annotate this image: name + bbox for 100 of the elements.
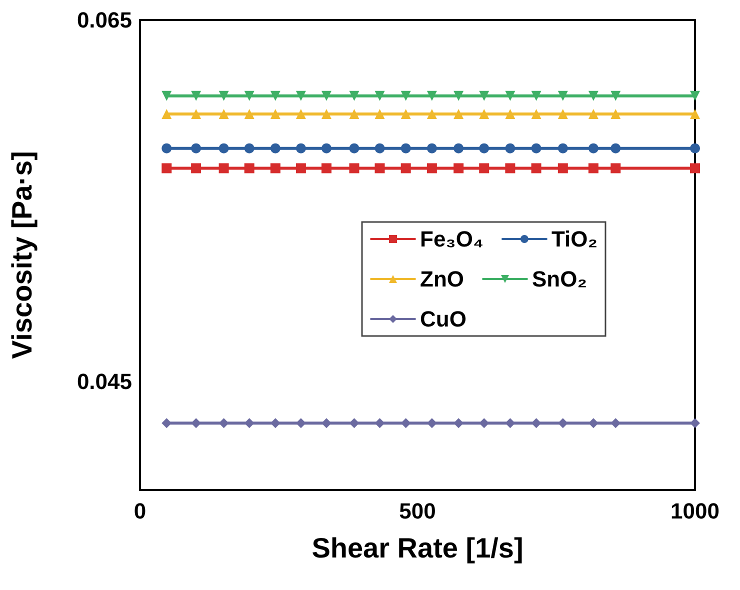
point xyxy=(505,143,516,154)
point xyxy=(479,90,490,101)
point xyxy=(531,109,542,119)
x-tick-label: 0 xyxy=(134,498,146,524)
point xyxy=(191,143,202,154)
point xyxy=(479,109,490,119)
point xyxy=(218,418,229,428)
point xyxy=(374,109,385,119)
point xyxy=(610,143,621,154)
point xyxy=(321,109,332,119)
point xyxy=(400,163,411,174)
point xyxy=(374,143,385,154)
point xyxy=(426,418,437,428)
point xyxy=(454,163,464,174)
point xyxy=(191,90,202,101)
point xyxy=(588,418,598,428)
point xyxy=(400,143,411,154)
point xyxy=(296,109,306,119)
point xyxy=(296,143,306,154)
point xyxy=(558,143,568,154)
point xyxy=(505,163,516,174)
point xyxy=(531,143,542,154)
legend-label: ZnO xyxy=(420,266,464,292)
point xyxy=(505,418,516,428)
point xyxy=(244,90,254,101)
point xyxy=(218,143,229,154)
point xyxy=(191,418,202,428)
point xyxy=(610,109,621,119)
point xyxy=(505,109,516,119)
point xyxy=(270,163,280,174)
x-axis-title: Shear Rate [1/s] xyxy=(312,532,524,564)
point xyxy=(479,143,490,154)
point xyxy=(690,163,700,174)
point xyxy=(374,418,385,428)
point xyxy=(588,163,598,174)
point xyxy=(400,90,411,101)
point xyxy=(349,143,360,154)
point xyxy=(191,109,202,119)
point xyxy=(162,143,172,154)
y-axis-title: Viscosity [Pa·s] xyxy=(6,150,38,360)
point xyxy=(454,143,464,154)
point xyxy=(162,109,172,119)
point xyxy=(400,418,411,428)
x-tick-label: 500 xyxy=(399,498,436,524)
point xyxy=(426,109,437,119)
point xyxy=(454,109,464,119)
point xyxy=(690,90,700,101)
point xyxy=(162,163,172,174)
point xyxy=(479,163,490,174)
point xyxy=(349,418,360,428)
point xyxy=(400,109,411,119)
point xyxy=(349,109,360,119)
point xyxy=(454,418,464,428)
x-tick-label: 1000 xyxy=(670,498,720,524)
point xyxy=(610,418,621,428)
point xyxy=(690,143,700,154)
point xyxy=(374,163,385,174)
point xyxy=(321,90,332,101)
point xyxy=(531,163,542,174)
point xyxy=(296,90,306,101)
point xyxy=(558,418,568,428)
point xyxy=(426,143,437,154)
point xyxy=(454,90,464,101)
point xyxy=(218,90,229,101)
point xyxy=(296,163,306,174)
point xyxy=(349,163,360,174)
point xyxy=(479,418,490,428)
point xyxy=(426,163,437,174)
point xyxy=(244,163,254,174)
point xyxy=(191,163,202,174)
point xyxy=(321,143,332,154)
point xyxy=(244,418,254,428)
point xyxy=(218,109,229,119)
point xyxy=(270,109,280,119)
point xyxy=(588,143,598,154)
point xyxy=(162,90,172,101)
point xyxy=(690,418,700,428)
point xyxy=(374,90,385,101)
point xyxy=(588,109,598,119)
point xyxy=(270,418,280,428)
legend-label: CuO xyxy=(420,306,466,332)
point xyxy=(349,90,360,101)
point xyxy=(321,163,332,174)
point xyxy=(690,109,700,119)
point xyxy=(426,90,437,101)
legend-label: TiO₂ xyxy=(551,226,598,252)
legend-label: Fe₃O₄ xyxy=(420,226,484,252)
y-tick-label: 0.045 xyxy=(76,369,132,394)
point xyxy=(610,163,621,174)
point xyxy=(218,163,229,174)
point xyxy=(162,418,172,428)
y-tick-label: 0.065 xyxy=(76,8,132,32)
point xyxy=(558,90,568,101)
point xyxy=(296,418,306,428)
point xyxy=(244,109,254,119)
point xyxy=(270,90,280,101)
point xyxy=(610,90,621,101)
point xyxy=(270,143,280,154)
point xyxy=(588,90,598,101)
point xyxy=(558,109,568,119)
